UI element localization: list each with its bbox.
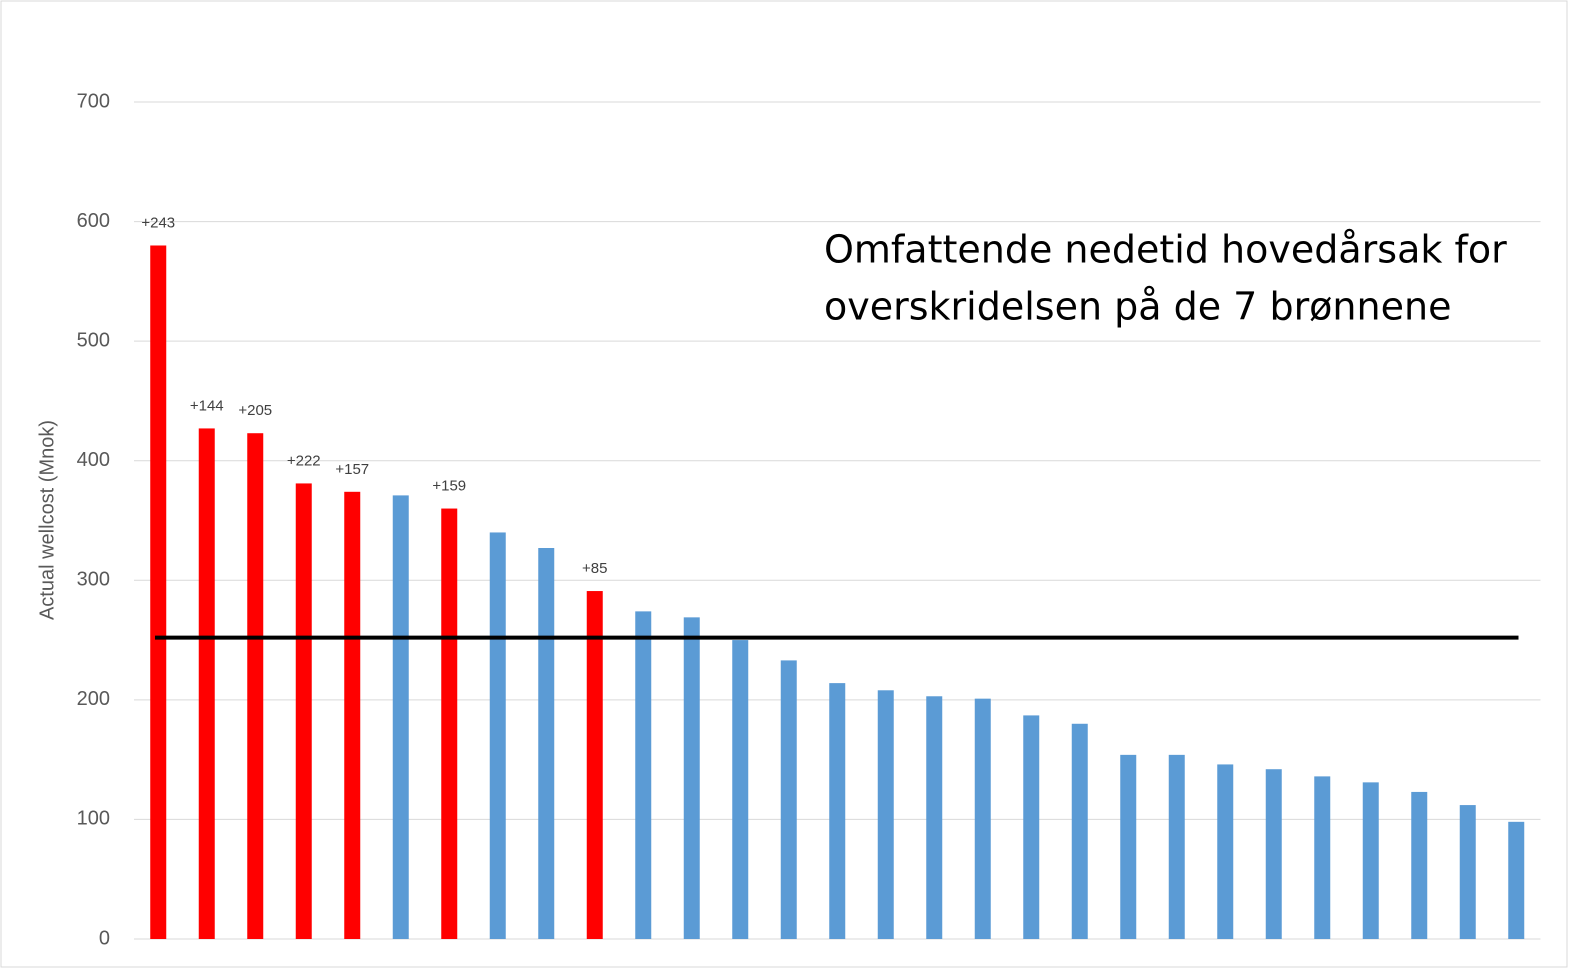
y-tick-label: 100 [77,808,110,830]
y-tick-label: 400 [77,449,110,471]
bar [247,433,264,939]
bar [1265,769,1282,939]
y-tick-label: 0 [99,927,110,949]
bar [974,698,991,939]
bar [877,690,894,939]
overrun-label: +144 [190,397,224,414]
bar [392,495,409,939]
bar [344,491,361,939]
overrun-label: +157 [335,461,369,478]
bar [1168,754,1185,939]
bar [1459,805,1476,939]
y-tick-label: 300 [77,569,110,591]
bar [586,591,603,939]
bar [1023,715,1040,939]
bar [683,617,700,939]
overrun-label: +222 [287,452,321,469]
y-tick-label: 200 [77,688,110,710]
bar [1508,821,1525,939]
bar [489,532,506,939]
bar [829,683,846,939]
bar [150,245,167,939]
annotation: Omfattende nedetid hovedårsak for [824,228,1507,272]
bar [1314,776,1331,939]
bar [780,660,797,939]
overrun-label: +243 [141,214,175,231]
y-axis-label: Actual wellcost (Mnok) [36,420,58,620]
y-tick-label: 700 [77,90,110,112]
overrun-label: +85 [582,560,607,577]
bar [1217,764,1234,939]
bar [926,696,943,939]
bar [295,483,312,939]
bar [198,428,215,939]
y-tick-label: 500 [77,329,110,351]
overrun-label: +205 [238,402,272,419]
bar [1120,754,1137,939]
bar [1071,723,1088,939]
bar [732,640,749,939]
bar [1411,791,1428,939]
annotation: overskridelsen på de 7 brønnene [824,285,1451,329]
bar [538,548,555,939]
overrun-label: +159 [432,478,466,495]
y-tick-label: 600 [77,210,110,232]
bar [635,611,652,939]
bar [1362,782,1379,939]
bar [441,508,458,939]
